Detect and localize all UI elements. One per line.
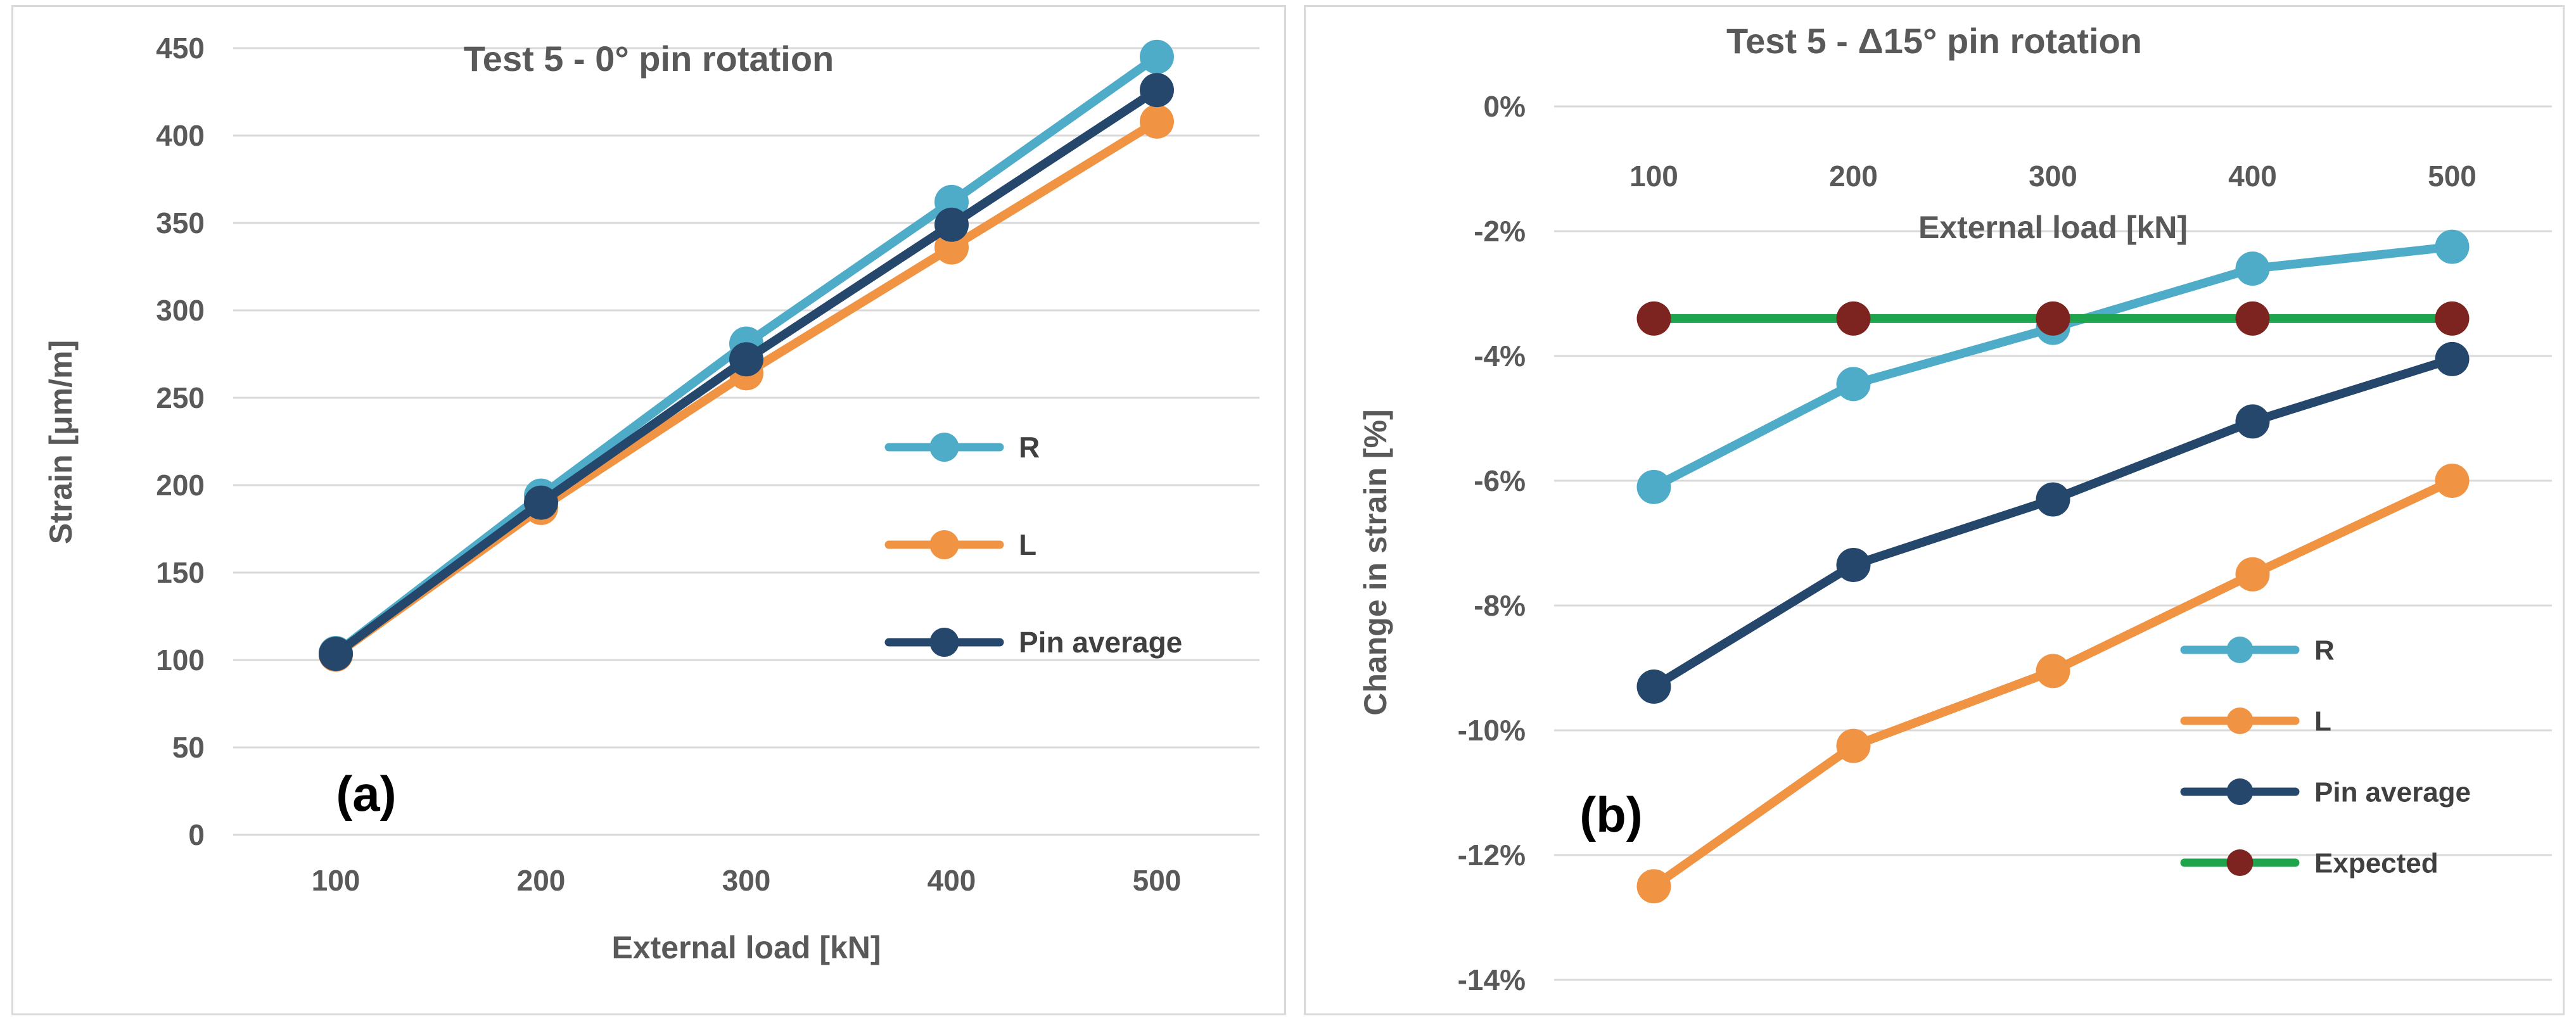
series-Expected xyxy=(1636,301,2470,336)
series-Pin average-point xyxy=(934,207,969,242)
legend-swatch-marker xyxy=(2226,778,2254,805)
y-tick-label: 450 xyxy=(156,32,205,65)
y-tick-label: -8% xyxy=(1474,589,1526,622)
y-tick-label: -14% xyxy=(1458,963,1526,996)
y-tick-label: 0 xyxy=(188,818,205,851)
series-L-point xyxy=(2036,654,2070,689)
series-R-point xyxy=(1140,39,1174,74)
y-axis-title: Change in strain [%] xyxy=(1358,409,1393,715)
chart-title: Test 5 - Δ15° pin rotation xyxy=(1726,21,2142,61)
legend-label: Expected xyxy=(2314,847,2439,879)
legend-label: R xyxy=(2314,635,2335,666)
x-tick-label: 500 xyxy=(2428,160,2477,193)
x-tick-label: 400 xyxy=(928,864,976,897)
legend-label: Pin average xyxy=(1019,626,1182,659)
series-R-point xyxy=(1636,469,1671,504)
x-tick-label: 300 xyxy=(2029,160,2077,193)
y-tick-label: 300 xyxy=(156,294,205,327)
series-Pin average xyxy=(1636,341,2470,704)
legend-swatch-marker xyxy=(929,530,959,559)
legend-swatch-marker xyxy=(929,628,959,657)
x-tick-label: 100 xyxy=(1629,160,1678,193)
x-tick-label: 500 xyxy=(1133,864,1182,897)
series-L-point xyxy=(1836,728,1871,763)
y-tick-label: 350 xyxy=(156,206,205,239)
y-tick-label: 150 xyxy=(156,556,205,589)
y-tick-label: 0% xyxy=(1484,90,1526,123)
series-Pin average-point xyxy=(1836,547,1871,582)
y-tick-label: 100 xyxy=(156,644,205,676)
series-Pin average-point xyxy=(1140,73,1174,108)
series-Pin average-point xyxy=(2435,341,2470,376)
y-tick-label: 250 xyxy=(156,381,205,414)
series-R-point xyxy=(2435,229,2470,264)
y-tick-label: 200 xyxy=(156,469,205,502)
chart-b-canvas: 0% -2% -4% -6% -8% -10% -12% -14% 100 200 300 400 50… xyxy=(1304,5,2565,1015)
series-Pin average-point xyxy=(729,342,763,377)
legend: R L Pin average xyxy=(884,431,1182,659)
series-L-point xyxy=(1636,869,1671,904)
chart-panel-a: 450 400 350 300 250 200 150 100 50 0 100 200 300 400 5… xyxy=(11,5,1286,1015)
legend-label: L xyxy=(2314,706,2331,737)
x-axis-title: External load [kN] xyxy=(611,930,881,965)
y-tick-label: -2% xyxy=(1474,215,1526,248)
series-Pin average-point xyxy=(2235,404,2270,439)
series-R-point xyxy=(2235,251,2270,286)
x-tick-label: 200 xyxy=(517,864,566,897)
x-tick-label: 400 xyxy=(2228,160,2277,193)
series-Pin average-point xyxy=(319,637,353,671)
series-Expected-point xyxy=(1636,301,1671,336)
series-Pin average-point xyxy=(524,485,558,520)
x-tick-label: 300 xyxy=(722,864,771,897)
series-L-point xyxy=(2235,557,2270,592)
panel-label: (b) xyxy=(1579,787,1643,842)
legend: R L Pin average Expected xyxy=(2180,635,2471,879)
series-L xyxy=(1636,464,2470,904)
series-Pin average xyxy=(319,73,1174,671)
y-axis-title: Strain [μm/m] xyxy=(43,340,79,544)
series-Expected-point xyxy=(2235,301,2270,336)
chart-title: Test 5 - 0° pin rotation xyxy=(464,39,834,79)
y-tick-label: -6% xyxy=(1474,464,1526,497)
series-L-point xyxy=(1140,104,1174,139)
legend-swatch-marker xyxy=(2226,849,2254,876)
y-tick-label: 400 xyxy=(156,119,205,152)
x-tick-label: 200 xyxy=(1829,160,1878,193)
legend-label: R xyxy=(1019,431,1040,464)
chart-panel-b: 0% -2% -4% -6% -8% -10% -12% -14% 100 200 300 400 50… xyxy=(1304,5,2565,1015)
series-Pin average-point xyxy=(1636,669,1671,704)
y-tick-label: -10% xyxy=(1458,714,1526,747)
legend-label: Pin average xyxy=(2314,777,2471,808)
y-tick-label: -4% xyxy=(1474,339,1526,372)
legend-label: L xyxy=(1019,528,1036,561)
series-Expected-point xyxy=(1836,301,1871,336)
y-tick-label: 50 xyxy=(172,731,205,764)
x-tick-label: 100 xyxy=(312,864,360,897)
legend-swatch-marker xyxy=(2226,637,2254,663)
series-L-point xyxy=(2435,464,2470,498)
x-axis-title: External load [kN] xyxy=(1918,210,2188,245)
series-Pin average-point xyxy=(2036,482,2070,517)
panel-label: (a) xyxy=(336,766,396,822)
legend-swatch-marker xyxy=(929,433,959,462)
chart-border xyxy=(1304,5,2565,1015)
series-Expected-point xyxy=(2435,301,2470,336)
legend-swatch-marker xyxy=(2226,708,2254,734)
series-Expected-point xyxy=(2036,301,2070,336)
series-R-point xyxy=(1836,367,1871,402)
y-tick-label: -12% xyxy=(1458,839,1526,872)
